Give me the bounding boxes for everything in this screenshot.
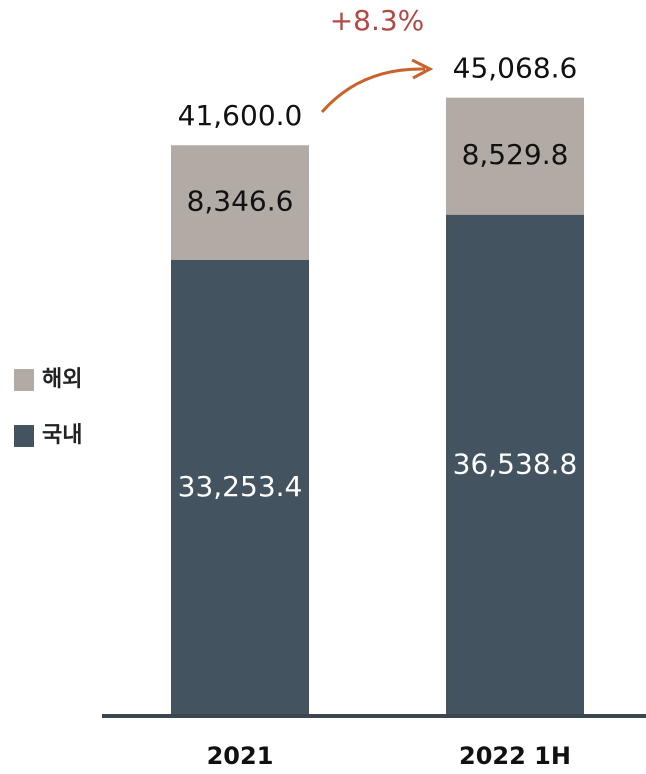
legend-swatch xyxy=(14,369,34,391)
total-label: 41,600.0 xyxy=(178,99,303,132)
x-tick-label: 2022 1H xyxy=(459,742,571,770)
legend-swatch xyxy=(14,425,34,447)
total-label: 45,068.6 xyxy=(453,52,578,85)
growth-annotation: +8.3% xyxy=(330,4,425,37)
bar-segment xyxy=(171,145,309,260)
value-label: 8,529.8 xyxy=(462,138,569,171)
value-label: 33,253.4 xyxy=(178,470,303,503)
value-label: 36,538.8 xyxy=(453,447,578,480)
value-label: 8,346.6 xyxy=(187,185,294,218)
legend-label: 해외 xyxy=(42,367,82,392)
growth-arrow xyxy=(320,67,426,113)
bar-segment xyxy=(446,214,584,716)
bar-segment xyxy=(171,259,309,716)
legend-label: 국내 xyxy=(42,423,82,448)
bar-segment xyxy=(446,97,584,215)
growth-arrow-head xyxy=(411,58,434,80)
x-tick-label: 2021 xyxy=(207,742,274,770)
